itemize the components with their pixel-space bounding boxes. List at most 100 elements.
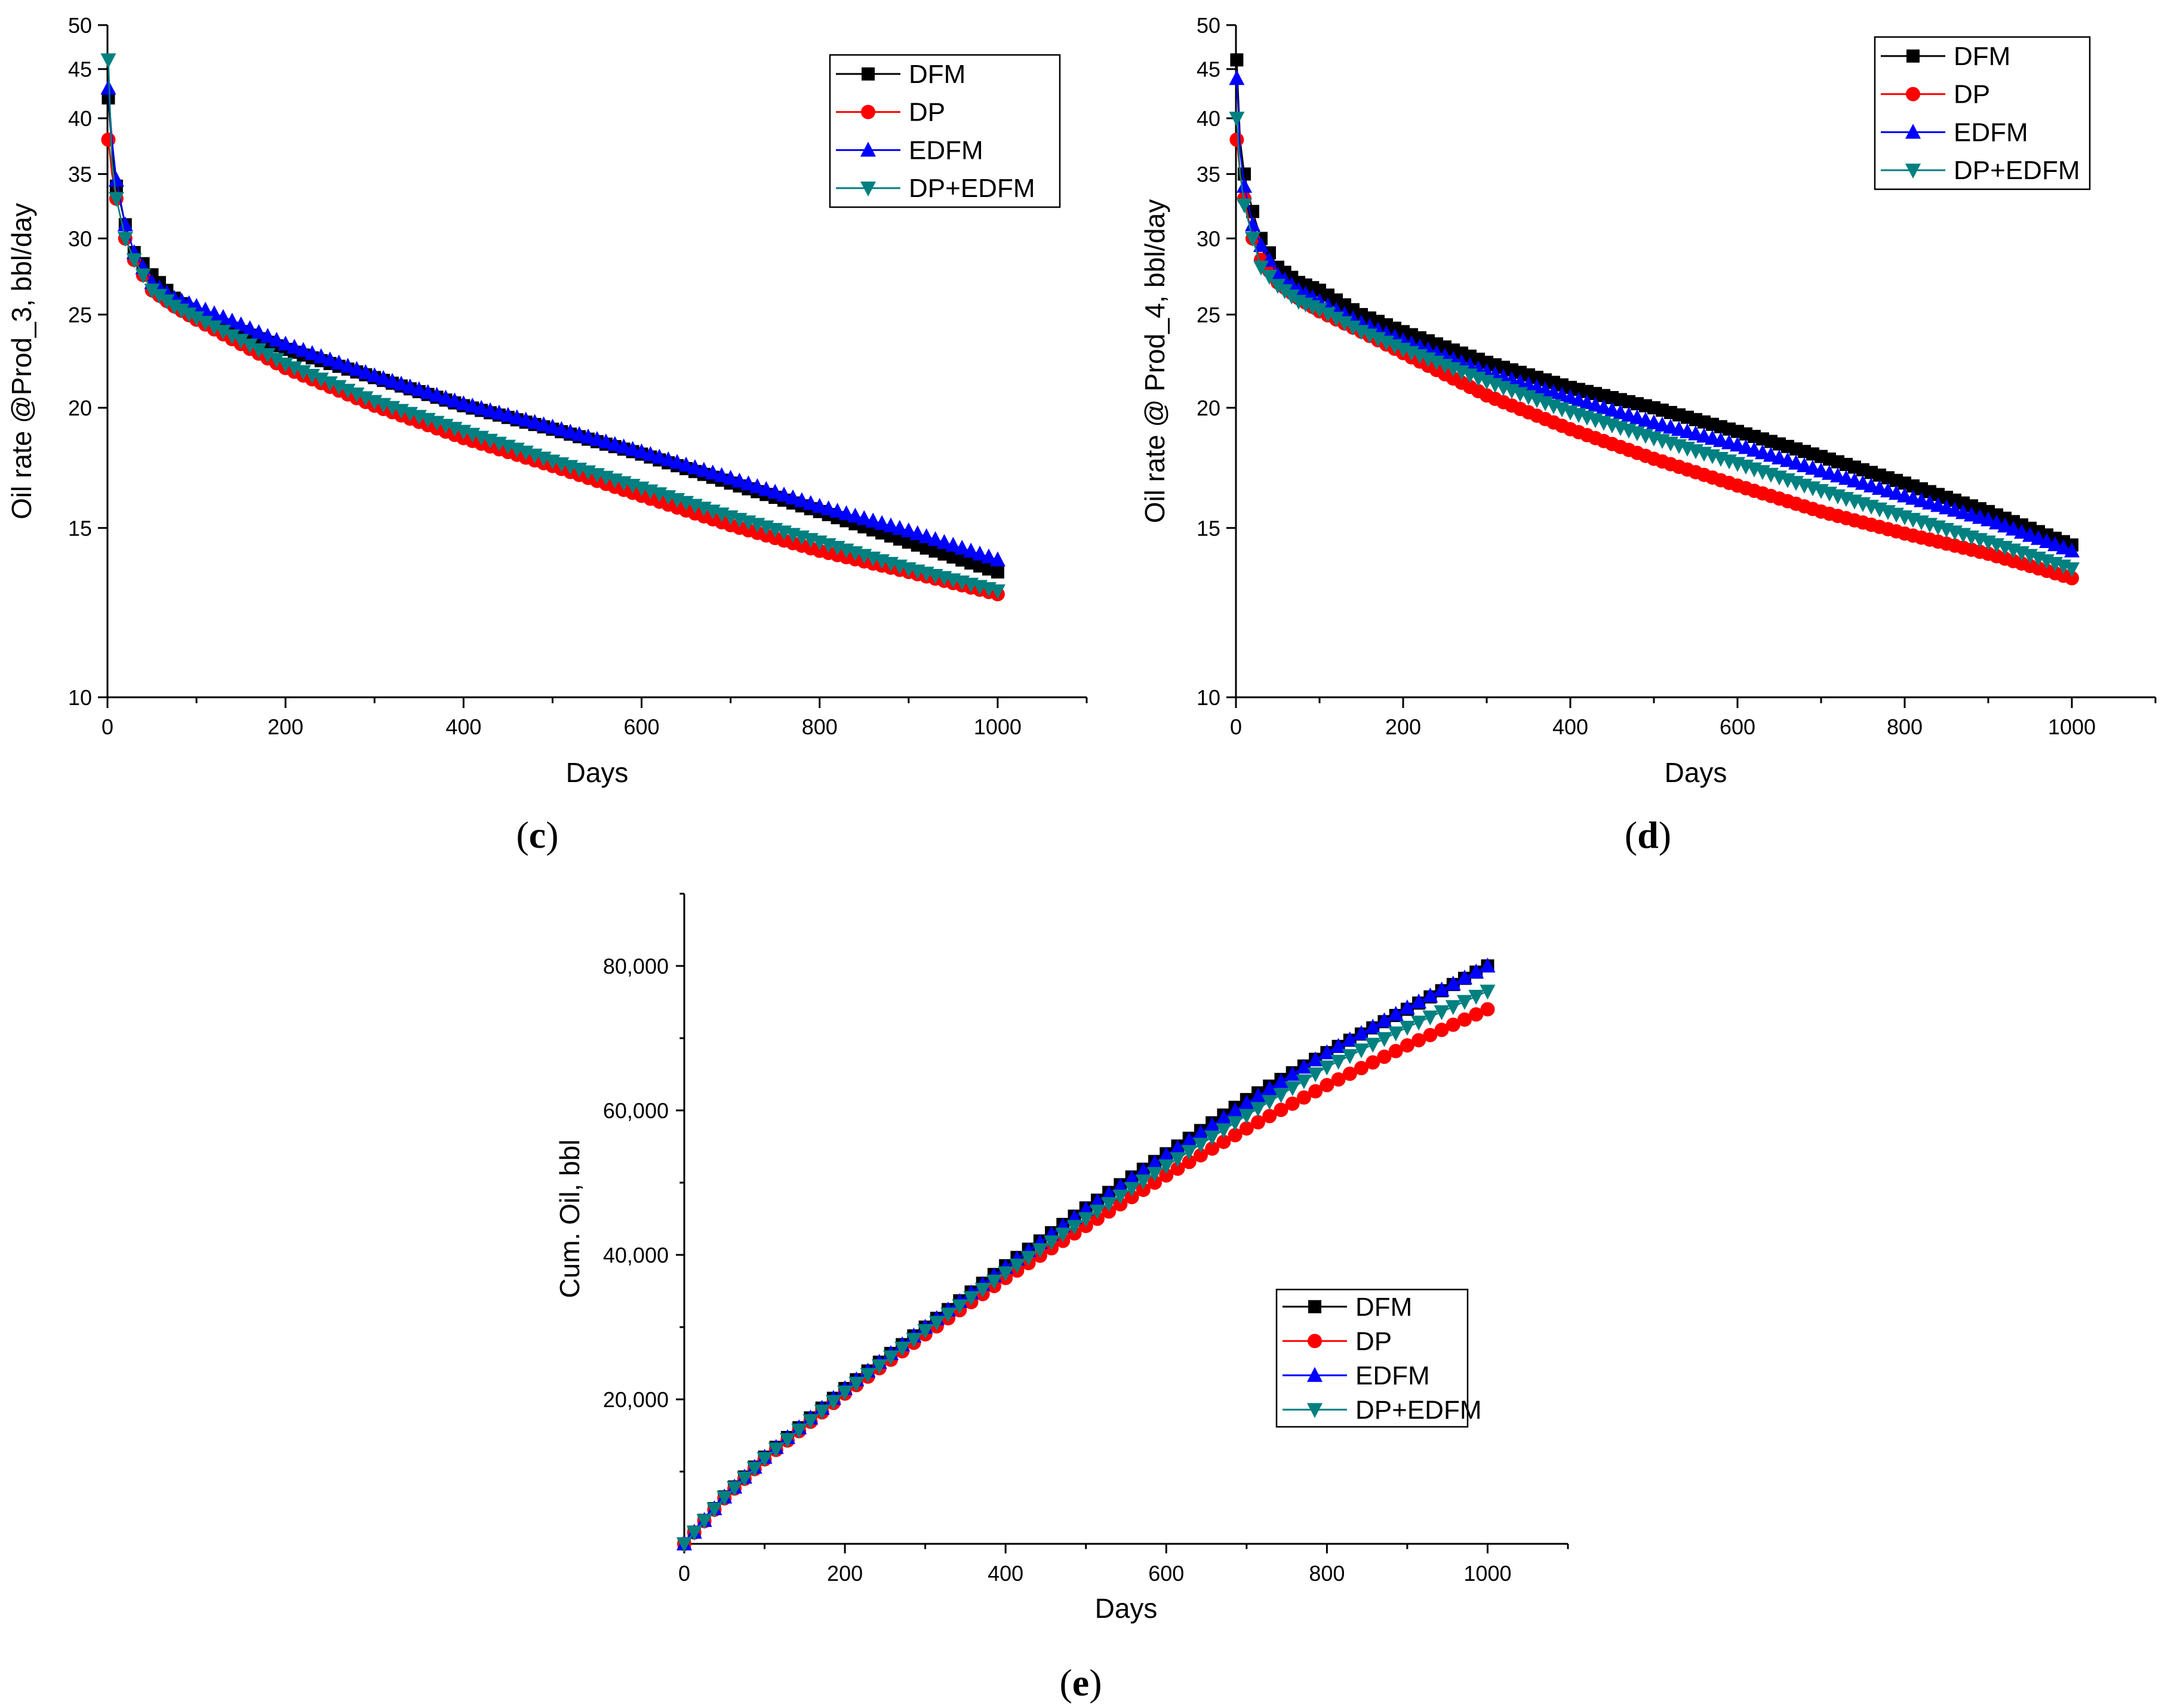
data-point	[491, 404, 507, 420]
data-point	[1250, 1101, 1266, 1117]
data-point	[802, 1414, 819, 1429]
data-point	[108, 171, 124, 187]
data-point	[206, 320, 222, 336]
data-point	[296, 365, 311, 380]
data-point	[991, 565, 1004, 579]
data-point	[705, 464, 721, 480]
data-point	[1124, 1190, 1139, 1205]
legend-marker	[1307, 1403, 1323, 1418]
data-point	[1388, 1026, 1404, 1042]
x-tick-label: 800	[802, 715, 838, 739]
data-point	[1159, 1168, 1174, 1183]
data-point	[1250, 1087, 1266, 1103]
data-point	[714, 467, 730, 482]
data-point	[1457, 1012, 1472, 1027]
legend-label: DFM	[1355, 1292, 1412, 1322]
data-point	[837, 1385, 853, 1401]
data-point	[367, 367, 383, 383]
data-point	[768, 1442, 784, 1458]
data-point	[940, 1307, 957, 1323]
data-point	[1411, 993, 1427, 1009]
data-point	[1229, 112, 1245, 127]
data-point	[2006, 521, 2021, 536]
y-tick-label: 15	[68, 516, 92, 540]
data-point	[1284, 1081, 1300, 1097]
data-point	[952, 1299, 968, 1315]
y-tick-label: 25	[68, 303, 92, 327]
data-point	[189, 311, 205, 327]
data-point	[1480, 958, 1496, 973]
data-point	[1308, 1084, 1323, 1099]
data-point	[1480, 1002, 1495, 1017]
x-tick-label: 800	[1887, 715, 1923, 739]
y-tick-label: 45	[1197, 57, 1220, 82]
panel-label: (d)	[1625, 814, 1671, 856]
data-point	[651, 448, 668, 464]
legend-label: DP	[1355, 1327, 1392, 1356]
data-point	[1078, 1212, 1094, 1227]
legend-label: DP+EDFM	[909, 174, 1035, 203]
data-point	[1230, 53, 1244, 67]
data-point	[304, 345, 320, 361]
data-point	[2065, 571, 2079, 586]
legend-label: DP+EDFM	[1954, 156, 2080, 185]
data-point	[1296, 1058, 1312, 1074]
data-point	[749, 478, 765, 494]
legend-label: DP+EDFM	[1355, 1395, 1481, 1424]
data-point	[1434, 981, 1450, 997]
y-tick-label: 15	[1197, 516, 1220, 540]
data-point	[1237, 198, 1252, 214]
data-point	[847, 507, 863, 523]
data-point	[545, 418, 561, 434]
data-point	[144, 284, 160, 299]
data-point	[1376, 1012, 1392, 1027]
data-point	[126, 253, 142, 269]
data-point	[331, 380, 347, 395]
data-point	[986, 1275, 1002, 1290]
data-point	[989, 551, 1005, 567]
series-line	[684, 965, 1489, 1544]
data-point	[1237, 177, 1252, 193]
data-point	[814, 1404, 830, 1420]
data-point	[278, 336, 294, 351]
data-point	[411, 381, 427, 396]
data-point	[1319, 1044, 1335, 1060]
data-point	[340, 383, 356, 399]
data-point	[1330, 1054, 1346, 1070]
panel-label-close: )	[546, 814, 558, 856]
data-point	[2064, 562, 2080, 577]
data-point	[260, 348, 276, 364]
data-point	[1158, 1147, 1174, 1162]
data-point	[2056, 539, 2071, 555]
data-point	[838, 505, 854, 521]
y-tick-label: 20,000	[603, 1387, 669, 1412]
data-point	[251, 324, 267, 339]
data-point	[1997, 517, 2013, 533]
data-point	[1411, 1015, 1427, 1031]
legend-marker	[1308, 1334, 1322, 1349]
series-line	[684, 990, 1488, 1544]
data-point	[676, 1537, 692, 1552]
data-point	[465, 398, 481, 413]
data-point	[1274, 1103, 1288, 1118]
y-axis-title: Cum. Oil, bbl	[554, 1140, 585, 1298]
data-point	[1331, 1072, 1346, 1087]
panel-label-open: (	[1625, 814, 1637, 856]
data-point	[1262, 1109, 1277, 1124]
series-dfm	[1230, 53, 2078, 552]
data-point	[358, 364, 374, 379]
legend: DFM DP EDFM DP+EDFM	[829, 54, 1061, 208]
data-point	[785, 489, 801, 504]
data-point	[963, 543, 979, 558]
data-point	[865, 512, 881, 528]
data-point	[376, 370, 392, 385]
data-point	[981, 548, 997, 564]
x-tick-label: 400	[1552, 715, 1588, 739]
data-point	[242, 338, 258, 354]
data-point	[1746, 441, 1762, 457]
legend-marker	[860, 181, 876, 197]
data-point	[100, 53, 116, 69]
data-point	[322, 376, 338, 392]
data-point	[1124, 1182, 1140, 1198]
data-point	[917, 1324, 933, 1340]
